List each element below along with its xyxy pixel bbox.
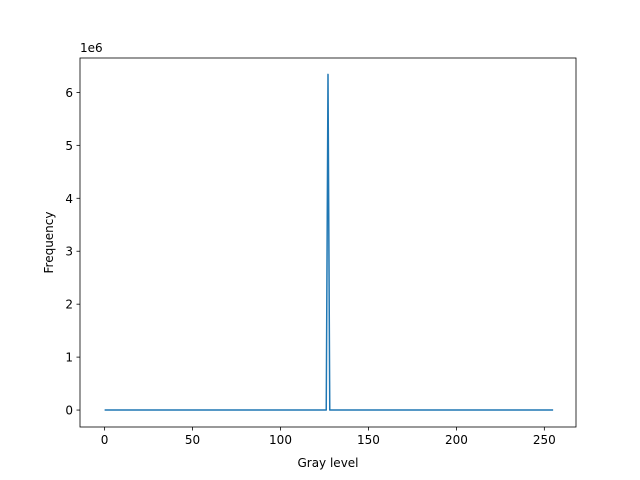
plot-frame	[79, 57, 577, 428]
x-tick-label: 100	[269, 433, 292, 447]
y-tick-label: 1	[65, 351, 73, 365]
y-axis-label: Frequency	[42, 212, 56, 274]
y-axis-ticks: 0 1 2 3 4 5 6	[65, 86, 80, 418]
x-tick-label: 0	[101, 433, 109, 447]
x-axis-ticks: 0 50 100 150 200 250	[101, 427, 556, 447]
y-tick-label: 5	[65, 139, 73, 153]
y-tick-label: 2	[65, 298, 73, 312]
x-tick-label: 50	[185, 433, 200, 447]
y-tick-label: 4	[65, 192, 73, 206]
x-tick-label: 150	[357, 433, 380, 447]
x-axis-label: Gray level	[297, 456, 358, 470]
x-tick-label: 250	[533, 433, 556, 447]
y-tick-label: 6	[65, 86, 73, 100]
y-tick-label: 3	[65, 245, 73, 259]
series-line	[104, 73, 554, 411]
y-tick-label: 0	[65, 404, 73, 418]
y-axis-offset-label: 1e6	[80, 41, 103, 55]
x-tick-label: 200	[445, 433, 468, 447]
